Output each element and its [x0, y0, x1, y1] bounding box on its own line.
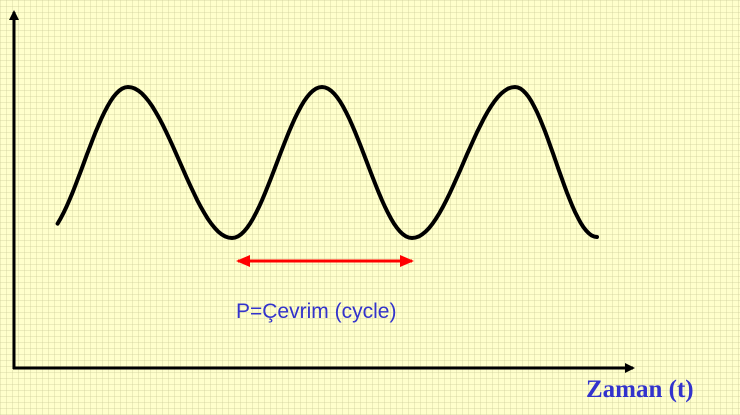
period-label: P=Çevrim (cycle)	[236, 300, 396, 323]
x-axis-label: Zaman (t)	[586, 376, 694, 403]
wave	[55, 84, 599, 241]
